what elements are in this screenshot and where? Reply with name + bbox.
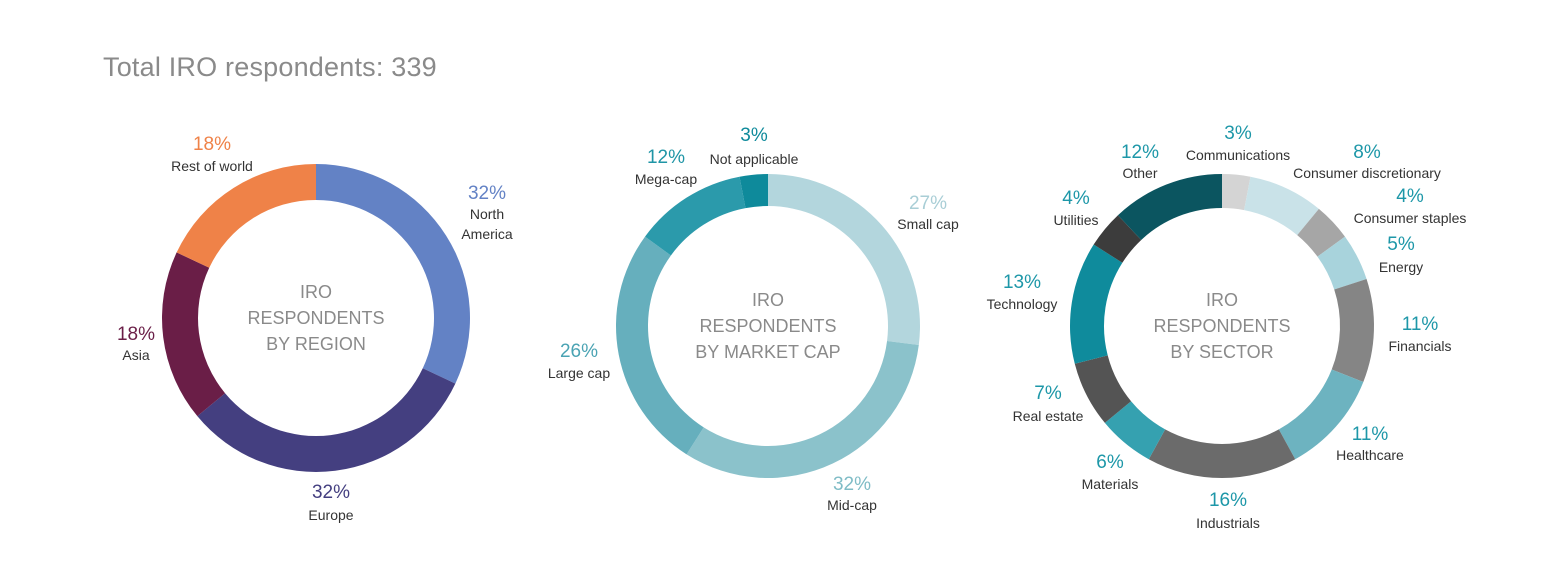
slice-label-europe: Europe [308, 507, 353, 523]
slice-label-consumer-discretionary: Consumer discretionary [1293, 165, 1441, 181]
page-title: Total IRO respondents: 339 [103, 52, 437, 82]
pct-label-real-estate: 7% [1034, 383, 1062, 404]
slice-label-real-estate: Real estate [1013, 408, 1084, 424]
slice-label-communications: Communications [1186, 147, 1290, 163]
slice-healthcare [1278, 369, 1364, 460]
slice-europe [197, 368, 456, 472]
pct-label-energy: 5% [1387, 234, 1415, 255]
pct-label-asia: 18% [117, 324, 155, 345]
center-label-region: RESPONDENTS [247, 308, 384, 328]
donut-region: 32% North America 32% Europe 18% Asia 18% Rest o… [117, 134, 513, 523]
donut-sector: 3% Communications 8% Consumer discretionary… [987, 123, 1467, 531]
pct-label-large-cap: 26% [560, 341, 598, 362]
slice-technology [1070, 244, 1123, 364]
slice-energy [1317, 236, 1367, 290]
pct-label-consumer-discretionary: 8% [1353, 142, 1381, 163]
slice-label-north-america: North [470, 206, 504, 222]
center-label-sector: RESPONDENTS [1153, 316, 1290, 336]
slice-label-consumer-staples: Consumer staples [1354, 210, 1467, 226]
pct-label-technology: 13% [1003, 272, 1041, 293]
slice-label-technology: Technology [987, 296, 1058, 312]
slice-label-energy: Energy [1379, 259, 1423, 275]
slice-large-cap [616, 236, 704, 455]
slice-consumer-staples [1297, 208, 1345, 257]
slice-label-mega-cap: Mega-cap [635, 171, 697, 187]
slice-label-healthcare: Healthcare [1336, 447, 1404, 463]
center-label-sector: BY SECTOR [1170, 342, 1273, 362]
slice-financials [1331, 279, 1375, 382]
slice-small-cap [768, 174, 921, 346]
slice-label-asia: Asia [122, 347, 149, 363]
pct-label-small-cap: 27% [909, 193, 947, 214]
center-label-market-cap: IRO [752, 290, 784, 310]
slice-materials [1104, 401, 1166, 460]
slice-label-industrials: Industrials [1196, 515, 1260, 531]
slice-label-north-america: America [461, 226, 513, 242]
slice-label-financials: Financials [1388, 338, 1451, 354]
pct-label-mega-cap: 12% [647, 147, 685, 168]
slice-mega-cap [645, 176, 746, 256]
center-label-region: IRO [300, 282, 332, 302]
pct-label-europe: 32% [312, 482, 350, 503]
slice-rest-of-world [176, 164, 316, 268]
pct-label-communications: 3% [1224, 123, 1252, 144]
pct-label-utilities: 4% [1062, 188, 1090, 209]
slice-communications [1222, 174, 1251, 211]
slice-label-large-cap: Large cap [548, 365, 610, 381]
slice-real-estate [1074, 355, 1132, 423]
pct-label-consumer-staples: 4% [1396, 186, 1424, 207]
slice-label-other: Other [1122, 165, 1157, 181]
center-label-market-cap: BY MARKET CAP [695, 342, 840, 362]
pct-label-rest-of-world: 18% [193, 134, 231, 155]
slice-label-small-cap: Small cap [897, 216, 959, 232]
slice-mid-cap [686, 341, 919, 479]
slice-not-applicable [739, 174, 768, 209]
center-label-sector: IRO [1206, 290, 1238, 310]
pct-label-not-applicable: 3% [740, 125, 768, 146]
slice-industrials [1148, 429, 1296, 478]
slice-label-mid-cap: Mid-cap [827, 497, 877, 513]
center-label-market-cap: RESPONDENTS [699, 316, 836, 336]
center-label-region: BY REGION [266, 334, 366, 354]
pct-label-mid-cap: 32% [833, 474, 871, 495]
donut-market-cap: 27% Small cap 32% Mid-cap 26% Large cap 12% Meg… [548, 125, 959, 513]
slice-asia [162, 252, 226, 417]
pct-label-materials: 6% [1096, 452, 1124, 473]
pct-label-other: 12% [1121, 142, 1159, 163]
slice-label-not-applicable: Not applicable [710, 151, 799, 167]
slice-label-utilities: Utilities [1053, 212, 1098, 228]
slice-consumer-discretionary [1244, 176, 1319, 236]
slice-utilities [1093, 215, 1142, 263]
slice-label-materials: Materials [1082, 476, 1139, 492]
pct-label-financials: 11% [1402, 314, 1439, 335]
pct-label-industrials: 16% [1209, 490, 1247, 511]
pct-label-north-america: 32% [468, 183, 506, 204]
pct-label-healthcare: 11% [1352, 424, 1389, 445]
slice-label-rest-of-world: Rest of world [171, 158, 253, 174]
slice-other [1117, 174, 1222, 240]
slice-north-america [316, 164, 470, 384]
